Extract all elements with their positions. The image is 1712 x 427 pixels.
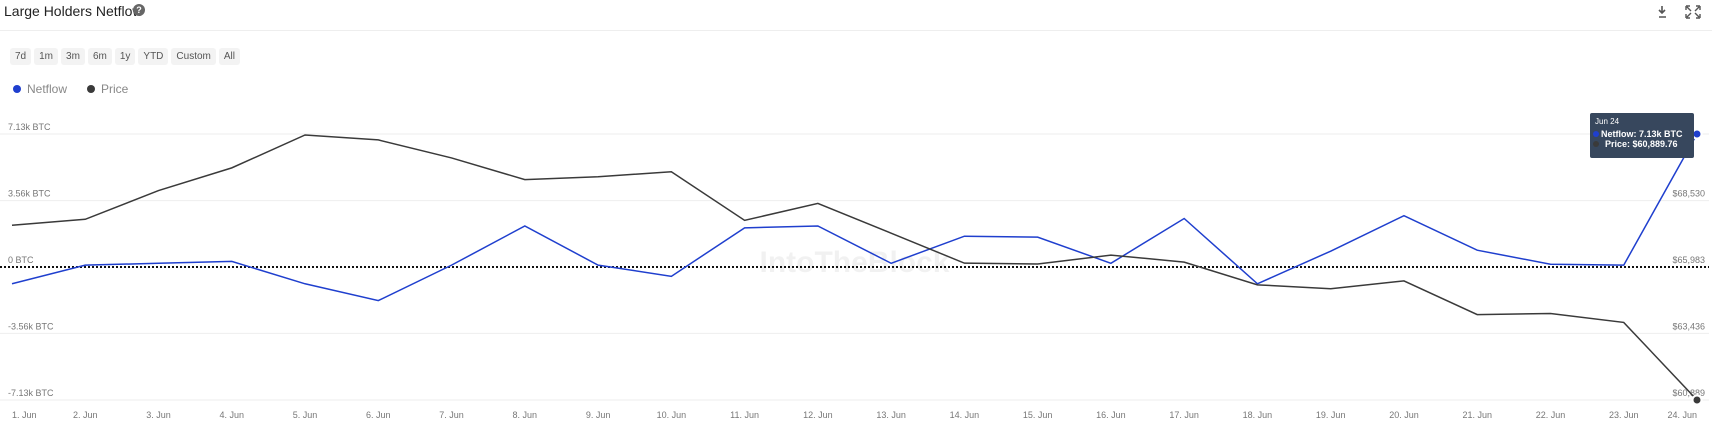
x-tick-label: 22. Jun — [1536, 410, 1566, 420]
range-button[interactable]: 7d — [10, 48, 32, 65]
x-tick-label: 20. Jun — [1389, 410, 1419, 420]
x-tick-label: 10. Jun — [657, 410, 687, 420]
range-button[interactable]: All — [218, 48, 240, 65]
divider — [0, 30, 1712, 31]
page-title: Large Holders Netflow — [4, 3, 143, 19]
legend-marker — [13, 85, 21, 93]
tooltip-box — [1590, 113, 1694, 158]
x-tick-label: 24. Jun — [1667, 410, 1697, 420]
x-tick-label: 12. Jun — [803, 410, 833, 420]
range-button[interactable]: Custom — [171, 48, 216, 65]
x-tick-label: 14. Jun — [950, 410, 980, 420]
toolbar-icons[interactable] — [1656, 4, 1706, 20]
tooltip-line: Price: $60,889.76 — [1605, 139, 1678, 149]
range-button[interactable]: 3m — [61, 48, 85, 65]
y2-tick-label: $68,530 — [1672, 189, 1705, 199]
x-tick-label: 1. Jun — [12, 410, 37, 420]
hover-point — [1691, 394, 1703, 406]
range-button[interactable]: 1m — [34, 48, 59, 65]
x-tick-label: 5. Jun — [293, 410, 318, 420]
x-tick-label: 4. Jun — [220, 410, 245, 420]
x-tick-label: 2. Jun — [73, 410, 98, 420]
series-line — [11, 134, 1698, 401]
x-tick-label: 3. Jun — [146, 410, 171, 420]
legend-item[interactable]: Netflow — [13, 82, 67, 96]
help-icon[interactable]: ? — [133, 4, 145, 16]
x-tick-label: 13. Jun — [876, 410, 906, 420]
range-button[interactable]: 6m — [87, 48, 112, 65]
y-tick-label: -3.56k BTC — [8, 321, 54, 331]
y2-tick-label: $65,983 — [1672, 255, 1705, 265]
legend-item[interactable]: Price — [87, 82, 128, 96]
legend-label: Netflow — [27, 82, 68, 96]
tooltip-marker — [1593, 131, 1599, 137]
x-tick-label: 19. Jun — [1316, 410, 1346, 420]
legend-marker — [87, 85, 96, 93]
y2-tick-label: $60,889 — [1672, 388, 1705, 398]
x-tick-label: 15. Jun — [1023, 410, 1053, 420]
x-tick-label: 6. Jun — [366, 410, 391, 420]
y-tick-label: 0 BTC — [8, 255, 34, 265]
x-tick-label: 23. Jun — [1609, 410, 1639, 420]
legend-label: Price — [101, 82, 129, 96]
x-tick-label: 17. Jun — [1169, 410, 1199, 420]
y-tick-label: -7.13k BTC — [8, 388, 54, 398]
range-buttons: 7d 1m 3m 6m 1y YTD Custom All — [10, 48, 240, 65]
tooltip-title: Jun 24 — [1595, 117, 1620, 126]
y2-tick-label: $63,436 — [1672, 322, 1705, 332]
legend: Netflow Price — [13, 82, 128, 96]
watermark: IntoTheBlock — [759, 246, 949, 279]
y-tick-label: 7.13k BTC — [8, 122, 51, 132]
x-tick-label: 18. Jun — [1243, 410, 1273, 420]
x-tick-label: 8. Jun — [513, 410, 538, 420]
range-button[interactable]: 1y — [114, 48, 136, 65]
x-tick-label: 11. Jun — [730, 410, 759, 420]
tooltip-line: Netflow: 7.13k BTC — [1601, 129, 1683, 139]
x-tick-label: 21. Jun — [1462, 410, 1492, 420]
series-line — [11, 133, 1698, 302]
x-tick-label: 9. Jun — [586, 410, 611, 420]
tooltip-marker — [1593, 141, 1599, 147]
x-tick-label: 16. Jun — [1096, 410, 1126, 420]
range-button[interactable]: YTD — [138, 48, 169, 65]
x-tick-label: 7. Jun — [439, 410, 464, 420]
y-tick-label: 3.56k BTC — [8, 189, 51, 199]
